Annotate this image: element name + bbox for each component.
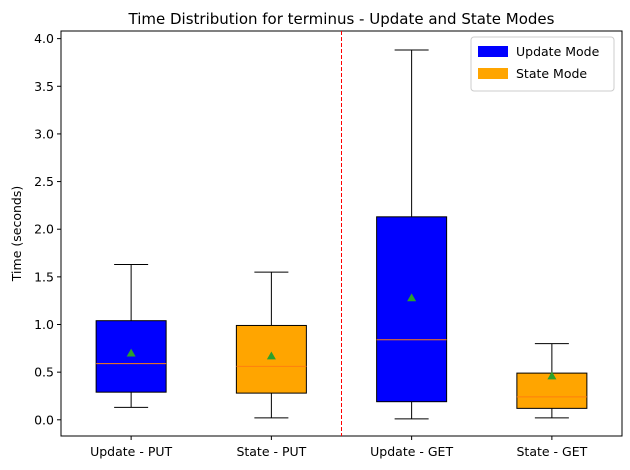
- y-tick-label: 4.0: [34, 31, 54, 46]
- box-2: [235, 271, 307, 419]
- legend-swatch: [478, 68, 508, 79]
- y-tick-label: 0.0: [34, 412, 54, 427]
- x-tick-label: State - PUT: [236, 444, 306, 459]
- plot-area: 0.0 0.5 1.0 1.5 2.0 2.5 3.0 3.5 4.0 Update - PUT S…: [34, 30, 623, 459]
- x-tick-label: Update - GET: [370, 444, 453, 459]
- y-tick-label: 2.0: [34, 222, 54, 237]
- box-1: [95, 263, 167, 408]
- y-tick-label: 0.5: [34, 365, 54, 380]
- y-axis-label: Time (seconds): [9, 186, 24, 282]
- mean-marker: [266, 351, 276, 360]
- chart-title: Time Distribution for terminus - Update …: [128, 10, 555, 28]
- legend-label: Update Mode: [516, 44, 600, 59]
- legend-swatch: [478, 46, 508, 57]
- mean-marker: [407, 293, 417, 302]
- y-tick-label: 3.5: [34, 79, 54, 94]
- x-tick-label: Update - PUT: [90, 444, 172, 459]
- legend-label: State Mode: [516, 66, 587, 81]
- y-tick-label: 3.0: [34, 126, 54, 141]
- legend: Update Mode State Mode: [470, 36, 615, 92]
- mean-marker: [126, 348, 136, 357]
- y-tick-label: 1.5: [34, 269, 54, 284]
- y-tick-label: 1.0: [34, 317, 54, 332]
- box-4: [516, 343, 588, 419]
- box-3: [376, 49, 448, 420]
- iqr-box: [376, 216, 448, 403]
- y-tick-label: 2.5: [34, 174, 54, 189]
- mean-marker: [547, 371, 557, 380]
- x-tick-label: State - GET: [516, 444, 587, 459]
